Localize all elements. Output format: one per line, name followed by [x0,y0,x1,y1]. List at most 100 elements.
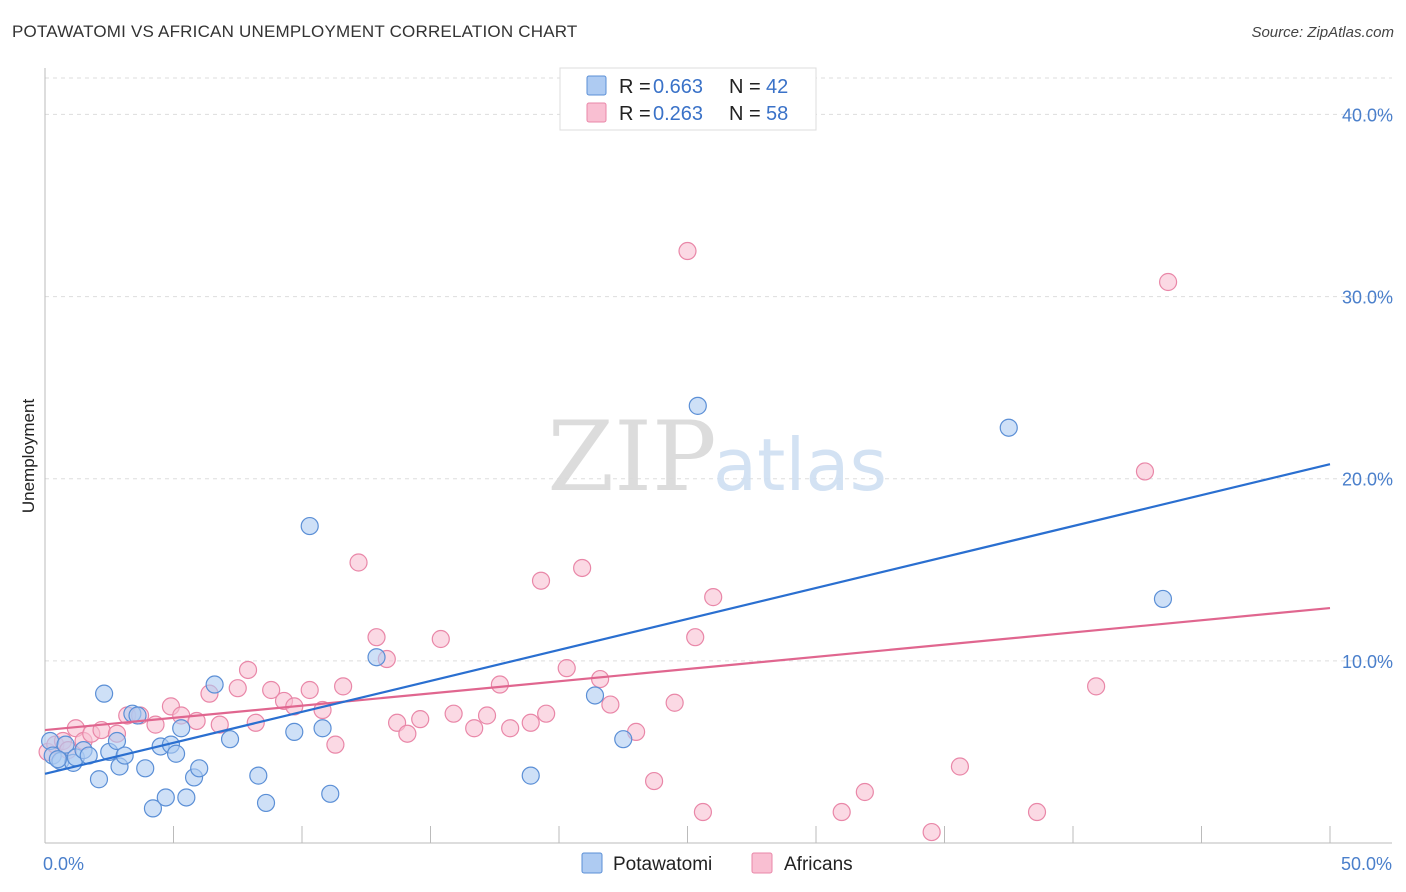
potawatomi-point [136,759,155,778]
legend-swatch-africans [586,102,607,123]
africans-trend-line [44,606,1331,732]
africans-point [465,719,484,738]
top-legend: R = 0.663 N = 42 R = 0.263 N = 58 [559,67,817,131]
potawatomi-point [48,750,67,769]
potawatomi-point [285,722,304,741]
africans-point [431,629,450,649]
potawatomi-point [585,686,605,705]
potawatomi-point [166,744,186,763]
africans-point [367,628,386,647]
africans-point [693,802,713,822]
africans-point [591,669,610,689]
trend-lines [44,463,1331,775]
legend-swatch-potawatomi [586,75,607,96]
bottom-legend-label-potawatomi: Potawatomi [613,854,712,875]
legend-r-label: R = [619,76,651,98]
x-tick-label: 50.0% [1341,854,1392,874]
potawatomi-point [128,706,147,725]
potawatomi-point [249,766,268,785]
africans-point [521,713,540,732]
potawatomi-point [367,648,386,667]
potawatomi-point [1153,589,1173,609]
africans-point [601,695,620,714]
africans-point [300,680,319,700]
chart-title: POTAWATOMI VS AFRICAN UNEMPLOYMENT CORRE… [12,22,578,41]
watermark-atlas: atlas [713,423,887,507]
africans-point [531,571,551,590]
africans-point [537,704,556,723]
potawatomi-point [220,730,240,749]
legend-r-label: R = [619,103,651,125]
bottom-legend-label-africans: Africans [784,854,853,875]
africans-point [1135,462,1155,481]
potawatomi-point [521,766,540,785]
potawatomi-point [999,418,1018,437]
potawatomi-point [300,516,319,536]
legend-r-value: 0.263 [653,103,703,125]
bottom-legend-swatch-potawatomi [581,852,603,874]
africans-point [1158,272,1178,292]
y-tick-label: 40.0% [1342,105,1393,125]
grid-layer [45,77,1392,662]
africans-point [950,757,970,776]
legend-r-value: 0.663 [653,76,703,98]
bottom-legend-swatch-africans [751,852,773,874]
africans-point [262,680,281,700]
potawatomi-point [321,784,340,803]
africans-point [477,706,497,725]
potawatomi-point [190,759,209,778]
potawatomi-trend-line [44,463,1331,775]
watermark-zip: ZIP [547,401,716,513]
bottom-legend: Potawatomi Africans [581,852,853,875]
y-tick-label: 30.0% [1342,288,1393,308]
africans-point [855,782,874,802]
y-axis-label: Unemployment [19,399,38,514]
africans-point [349,553,368,572]
africans-point [334,677,353,696]
legend-n-label: N = [729,103,761,125]
y-tick-label: 20.0% [1342,470,1393,490]
potawatomi-point [614,730,633,749]
africans-point [1087,677,1106,696]
potawatomi-point [156,788,175,807]
africans-point [228,679,247,698]
potawatomi-point [688,396,707,415]
y-tick-label: 10.0% [1342,652,1393,672]
potawatomi-point [177,788,196,807]
potawatomi-point [313,719,332,738]
africans-point [444,704,463,723]
africans-point [411,710,430,729]
watermark: ZIP atlas [547,401,887,513]
legend-n-value: 42 [766,76,788,98]
africans-point [326,735,345,754]
x-tick-label: 0.0% [43,854,84,874]
africans-point [501,719,520,738]
potawatomi-point [107,731,127,751]
potawatomi-point [143,799,163,818]
africans-point [557,659,576,678]
axes-layer: 10.0% 20.0% 30.0% 40.0% 0.0% 50.0% [43,68,1393,874]
potawatomi-point [56,735,75,754]
africans-point [238,660,258,680]
potawatomi-point [256,793,276,813]
africans-point [573,558,592,578]
africans-point [644,771,664,791]
africans-point [398,724,417,743]
potawatomi-point [205,675,224,694]
africans-point [704,588,723,607]
africans-point [678,241,697,261]
africans-point [1027,802,1047,822]
africans-point [665,693,684,712]
africans-point [832,802,851,822]
africans-point [210,715,229,734]
legend-n-value: 58 [766,103,788,125]
potawatomi-point [95,684,114,703]
africans-point [686,628,705,647]
africans-point [922,822,941,842]
source-credit: Source: ZipAtlas.com [1251,24,1394,41]
potawatomi-point [89,770,109,789]
legend-n-label: N = [729,76,761,98]
africans-point [490,675,509,694]
potawatomi-point [172,719,191,738]
